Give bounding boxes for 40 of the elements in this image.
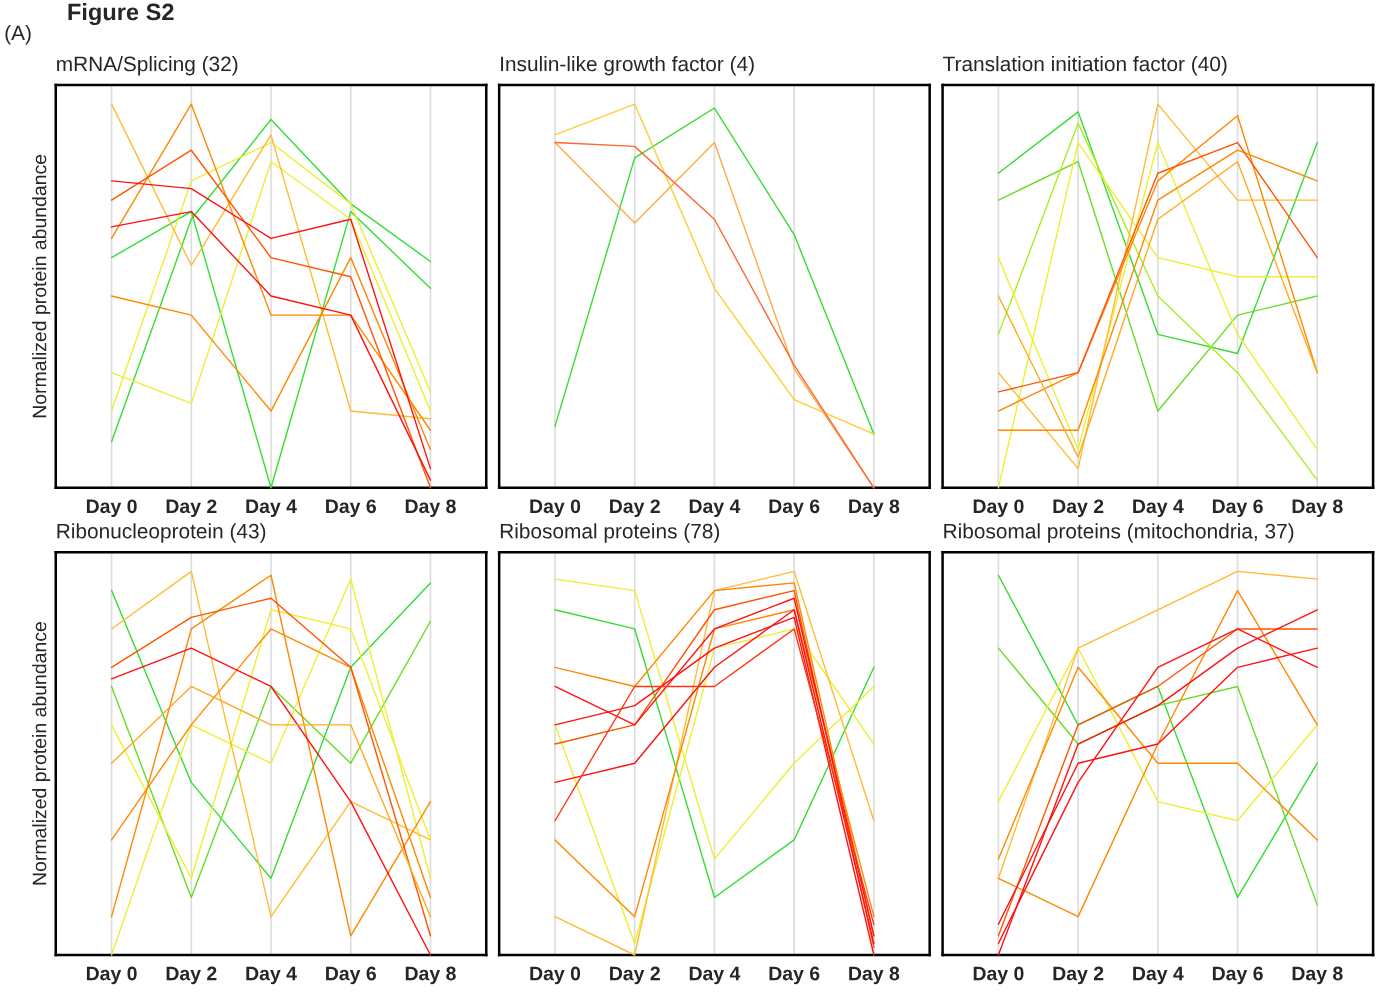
chart-title: Insulin-like growth factor (4) (501, 56, 754, 76)
x-tick-label: Day 4 (689, 966, 741, 985)
chart-title: Ribonucleoprotein (43) (57, 523, 266, 543)
x-tick-label: Day 6 (769, 966, 820, 985)
x-tick-label: Day 2 (166, 966, 217, 985)
chart-title: Ribosomal proteins (78) (500, 523, 720, 543)
caption: Figure S2 (68, 3, 174, 26)
x-tick-label: Day 0 (86, 966, 137, 985)
x-tick-label: Day 6 (1212, 499, 1263, 518)
x-tick-label: Day 4 (246, 499, 297, 518)
text: (A) (5, 25, 31, 45)
y-axis-title: Normalized protein abundance (32, 622, 51, 885)
x-tick-label: Day 2 (1053, 499, 1104, 518)
x-tick-label: Day 4 (1133, 499, 1184, 518)
x-tick-label: Day 6 (1212, 966, 1263, 985)
x-tick-label: Day 8 (405, 499, 456, 518)
x-tick-label: Day 4 (246, 966, 297, 985)
chart-title: Ribosomal proteins (mitochondria, 37) (944, 523, 1294, 543)
x-tick-label: Day 0 (973, 499, 1024, 518)
x-tick-label: Day 4 (1133, 966, 1184, 985)
x-tick-label: Day 2 (166, 499, 217, 518)
x-tick-label: Day 2 (610, 499, 660, 518)
x-tick-label: Day 4 (689, 499, 741, 518)
x-tick-label: Day 6 (769, 499, 820, 518)
chart-title: Translation initiation factor (40) (943, 56, 1227, 76)
x-tick-label: Day 0 (86, 499, 137, 518)
x-tick-label: Day 8 (1292, 499, 1343, 518)
x-tick-label: Day 6 (326, 499, 376, 518)
x-tick-label: Day 8 (849, 499, 900, 518)
x-tick-label: Day 8 (1292, 966, 1343, 985)
x-tick-label: Day 2 (1053, 966, 1104, 985)
x-tick-label: Day 0 (530, 499, 581, 518)
chart-title: mRNA/Splicing (32) (57, 56, 238, 76)
x-tick-label: Day 0 (973, 966, 1024, 985)
x-tick-label: Day 6 (326, 966, 376, 985)
x-tick-label: Day 8 (405, 966, 456, 985)
x-tick-label: Day 2 (610, 966, 660, 985)
x-tick-label: Day 0 (530, 966, 581, 985)
x-tick-label: Day 8 (849, 966, 900, 985)
y-axis-title: Normalized protein abundance (32, 154, 51, 418)
